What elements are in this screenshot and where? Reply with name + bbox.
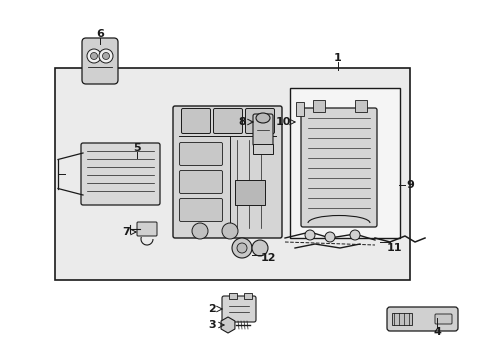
Text: 6: 6 [96, 29, 104, 39]
FancyBboxPatch shape [386, 307, 457, 331]
Bar [244, 293, 251, 299]
Bar [354, 100, 366, 112]
Text: 3: 3 [208, 320, 215, 330]
Circle shape [251, 240, 267, 256]
Text: 7: 7 [122, 227, 130, 237]
Bar [295, 102, 304, 116]
FancyBboxPatch shape [181, 108, 210, 134]
FancyBboxPatch shape [179, 171, 222, 194]
Ellipse shape [256, 113, 269, 123]
FancyBboxPatch shape [434, 314, 451, 324]
FancyBboxPatch shape [179, 143, 222, 166]
Text: 10: 10 [275, 117, 290, 127]
Text: 8: 8 [238, 117, 245, 127]
FancyBboxPatch shape [301, 108, 376, 227]
FancyBboxPatch shape [137, 222, 157, 236]
FancyBboxPatch shape [252, 114, 272, 146]
Bar [228, 293, 237, 299]
Bar [289, 88, 399, 238]
Text: 11: 11 [386, 243, 401, 253]
FancyBboxPatch shape [82, 38, 118, 84]
Text: 12: 12 [260, 253, 275, 263]
Circle shape [102, 53, 109, 59]
FancyBboxPatch shape [222, 296, 256, 322]
Bar [235, 180, 264, 205]
Bar [252, 144, 272, 154]
Bar [391, 313, 411, 325]
FancyBboxPatch shape [81, 143, 160, 205]
Circle shape [237, 243, 246, 253]
Circle shape [349, 230, 359, 240]
Text: 1: 1 [333, 53, 341, 63]
Circle shape [90, 53, 97, 59]
FancyBboxPatch shape [179, 198, 222, 221]
FancyBboxPatch shape [173, 106, 282, 238]
Circle shape [231, 238, 251, 258]
Text: 2: 2 [208, 304, 215, 314]
Bar [55, 68, 409, 280]
Circle shape [305, 230, 314, 240]
Bar [312, 100, 325, 112]
Text: 4: 4 [432, 327, 440, 337]
FancyBboxPatch shape [245, 108, 274, 134]
Circle shape [325, 232, 334, 242]
FancyBboxPatch shape [213, 108, 242, 134]
Circle shape [99, 49, 113, 63]
Circle shape [87, 49, 101, 63]
Text: 9: 9 [405, 180, 413, 190]
Circle shape [222, 223, 238, 239]
Text: 5: 5 [133, 143, 141, 153]
Circle shape [192, 223, 207, 239]
